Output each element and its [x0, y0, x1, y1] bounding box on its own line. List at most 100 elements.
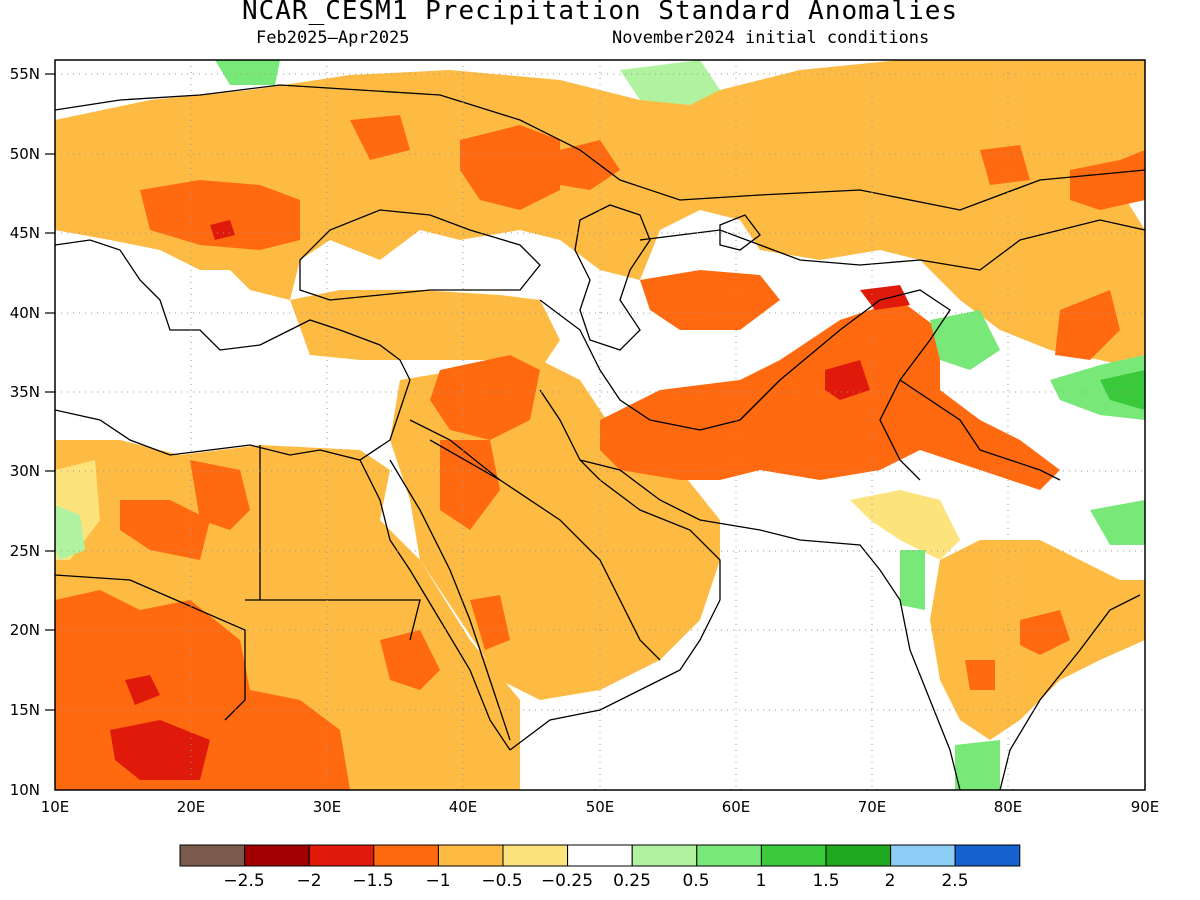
lat-label: 15N [10, 701, 40, 719]
colorbar-label: −2 [296, 871, 321, 891]
anomaly-kazakh-core [980, 145, 1030, 185]
lat-label: 45N [10, 224, 40, 242]
anomaly-red-sea-core [380, 630, 440, 690]
anomaly-tibet-wet2 [1100, 370, 1145, 410]
coast-arabia-south [509, 599, 721, 751]
anomaly-kazakh-core2 [1070, 150, 1145, 210]
anomaly-ukraine-core [460, 125, 560, 210]
coast-iran-south [579, 459, 881, 571]
colorbar-box [437, 844, 504, 867]
anomaly-india-wet [900, 550, 925, 610]
lat-label: 50N [10, 145, 40, 163]
coast-red-sea-west [359, 459, 511, 751]
colorbar-box [954, 844, 1021, 867]
lat-label: 10N [10, 781, 40, 799]
anomaly-pakistan-025 [850, 490, 960, 560]
lon-label: 30E [313, 798, 342, 816]
border-russia [55, 84, 1145, 211]
anomaly-india-wet2 [955, 740, 1000, 790]
colorbar: −2.5 −2 −1.5 −1 −0.5 −0.25 0.25 0.5 1 1.… [179, 844, 1021, 891]
valid-period: Feb2025–Apr2025 [256, 28, 410, 48]
lon-label: 70E [858, 798, 887, 816]
border-sudan [245, 599, 421, 641]
anomaly-russia-wet [620, 60, 720, 105]
colorbar-label: −0.5 [481, 871, 522, 891]
anomaly-russia-core [350, 115, 410, 160]
anomaly-iran-core [600, 300, 1060, 490]
lon-label: 40E [449, 798, 478, 816]
anomaly-africa-white1 [55, 505, 85, 560]
anomaly-sahel-15a [110, 720, 210, 780]
border-arabia-north [409, 419, 501, 481]
colorbar-label: 2 [885, 871, 896, 891]
colorbar-label: 0.25 [613, 871, 651, 891]
colorbar-label: −0.25 [541, 871, 593, 891]
colorbar-label: 1 [756, 871, 767, 891]
anomaly-turkey [290, 290, 560, 370]
colorbar-box [760, 844, 827, 867]
colorbar-label: 2.5 [941, 871, 968, 891]
coast-india-west [879, 569, 961, 790]
anomaly-sahel-1c [190, 460, 250, 530]
anomaly-india-core2 [965, 660, 995, 690]
colorbar-box [567, 844, 633, 867]
colorbar-box [890, 844, 956, 867]
initial-conditions: November2024 initial conditions [612, 28, 930, 48]
coast-red-sea-east [389, 459, 511, 741]
anomaly-europe-light [55, 60, 1145, 370]
map-frame [54, 59, 1146, 791]
lat-label: 35N [10, 383, 40, 401]
colorbar-box [244, 844, 310, 867]
anomaly-india-core [1020, 610, 1070, 655]
colorbar-box [825, 844, 892, 867]
lon-label: 10E [41, 798, 70, 816]
coast-gulf [539, 389, 721, 600]
colorbar-box [179, 844, 246, 867]
lat-label: 55N [10, 65, 40, 83]
colorbar-label: −1 [425, 871, 450, 891]
colorbar-label: −1.5 [352, 871, 393, 891]
anomaly-afghan-max [825, 360, 870, 400]
coast-africa-north [55, 379, 411, 461]
colorbar-boxes [179, 844, 1021, 867]
border-niger [55, 574, 131, 581]
colorbar-box [373, 844, 439, 867]
lat-ticks [45, 73, 55, 711]
anomaly-russia-wet2 [215, 60, 280, 85]
coast-caspian [574, 204, 651, 351]
lat-label: 40N [10, 304, 40, 322]
anomaly-russia-core2 [560, 140, 620, 190]
anomaly-arabia-core [440, 440, 500, 530]
colorbar-box [502, 844, 569, 867]
anomaly-sahel-1b [120, 500, 210, 560]
lat-label: 30N [10, 462, 40, 480]
anomaly-bangla-wet [1090, 500, 1145, 545]
colorbar-box [308, 844, 375, 867]
lat-axis: 55N 50N 45N 40N 35N 30N 25N 20N 15N 10N [10, 65, 40, 799]
anomaly-tibet-wet [1050, 355, 1145, 420]
lon-label: 50E [586, 798, 615, 816]
coast-mediterranean-north [55, 239, 411, 381]
anomaly-iraq-core [430, 355, 540, 440]
colorbar-label: −2.5 [223, 871, 264, 891]
border-kazakh [639, 219, 1145, 271]
anomaly-europe-max [210, 220, 235, 240]
coast-black-sea [299, 209, 541, 301]
anomaly-kashmir-max [860, 285, 910, 310]
lon-axis: 10E 20E 30E 40E 50E 60E 70E 80E 90E [41, 798, 1160, 816]
lon-label: 90E [1131, 798, 1160, 816]
anomaly-kirgiz-wet [930, 310, 1000, 370]
lon-label: 20E [177, 798, 206, 816]
colorbar-label: 1.5 [812, 871, 839, 891]
anomaly-sahel-15b [125, 675, 160, 705]
coast-aral [719, 214, 761, 251]
colorbar-label: 0.5 [682, 871, 709, 891]
lat-label: 25N [10, 542, 40, 560]
lat-label: 20N [10, 621, 40, 639]
colorbar-box [631, 844, 698, 867]
anomaly-tibet-core [1055, 290, 1120, 360]
anomaly-arabia-core2 [470, 595, 510, 650]
border-afghan [739, 289, 951, 481]
anomaly-turkmen-core [640, 270, 780, 330]
